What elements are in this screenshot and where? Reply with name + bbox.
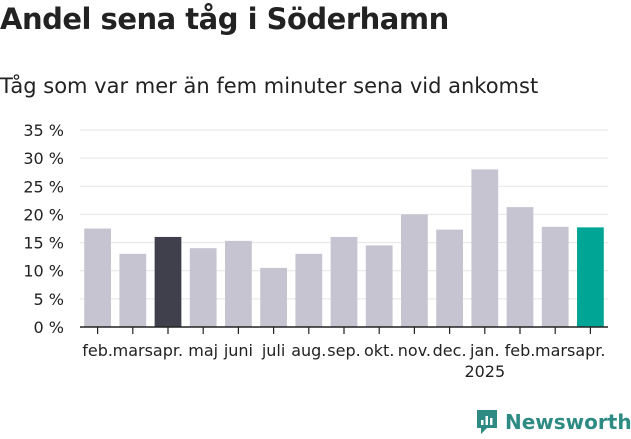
bar xyxy=(189,248,217,327)
bar xyxy=(471,169,499,327)
bar xyxy=(541,226,569,327)
x-tick-label: nov. xyxy=(398,341,431,360)
x-tick-label: okt. xyxy=(364,341,394,360)
x-tick-label: mars xyxy=(113,341,153,360)
bar xyxy=(436,229,463,327)
bar xyxy=(119,253,147,327)
x-tick-label: mars xyxy=(535,341,575,360)
y-tick-label: 15 % xyxy=(23,234,64,253)
brand-name: Newsworthy xyxy=(505,410,631,434)
x-tick-label: feb. xyxy=(505,341,536,360)
y-tick-label: 10 % xyxy=(23,262,64,281)
x-tick-label: juli xyxy=(261,341,285,360)
y-tick-label: 0 % xyxy=(34,318,64,337)
bar xyxy=(260,267,287,327)
x-tick-label: maj xyxy=(188,341,218,360)
bar xyxy=(84,228,111,327)
bar xyxy=(401,214,428,327)
y-tick-label: 25 % xyxy=(23,177,64,196)
x-tick-label: sep. xyxy=(327,341,360,360)
x-tick-label: feb. xyxy=(82,341,113,360)
chart-subtitle: Tåg som var mer än fem minuter sena vid … xyxy=(0,74,539,98)
x-tick-label: aug. xyxy=(291,341,326,360)
newsworthy-logo-icon xyxy=(477,410,497,434)
y-tick-label: 35 % xyxy=(23,121,64,140)
bar xyxy=(295,253,323,327)
y-tick-label: 30 % xyxy=(23,149,64,168)
y-tick-label: 5 % xyxy=(34,290,64,309)
bar xyxy=(154,236,182,327)
bar xyxy=(225,240,252,327)
bar xyxy=(330,236,358,327)
brand-logo: Newsworthy xyxy=(475,405,631,439)
bar xyxy=(365,245,393,327)
x-tick-label: dec. xyxy=(433,341,467,360)
x-year-label: 2025 xyxy=(464,362,505,381)
x-tick-label: apr. xyxy=(575,341,605,360)
chart-title: Andel sena tåg i Söderhamn xyxy=(0,2,449,36)
x-tick-label: juni xyxy=(223,341,253,360)
bar-chart: 0 %5 %10 %15 %20 %25 %30 %35 %feb. mars ap… xyxy=(23,121,608,381)
x-tick-label: apr. xyxy=(153,341,183,360)
bar xyxy=(577,227,604,327)
y-tick-label: 20 % xyxy=(23,205,64,224)
x-tick-label: jan. xyxy=(469,341,499,360)
bar xyxy=(506,207,534,327)
